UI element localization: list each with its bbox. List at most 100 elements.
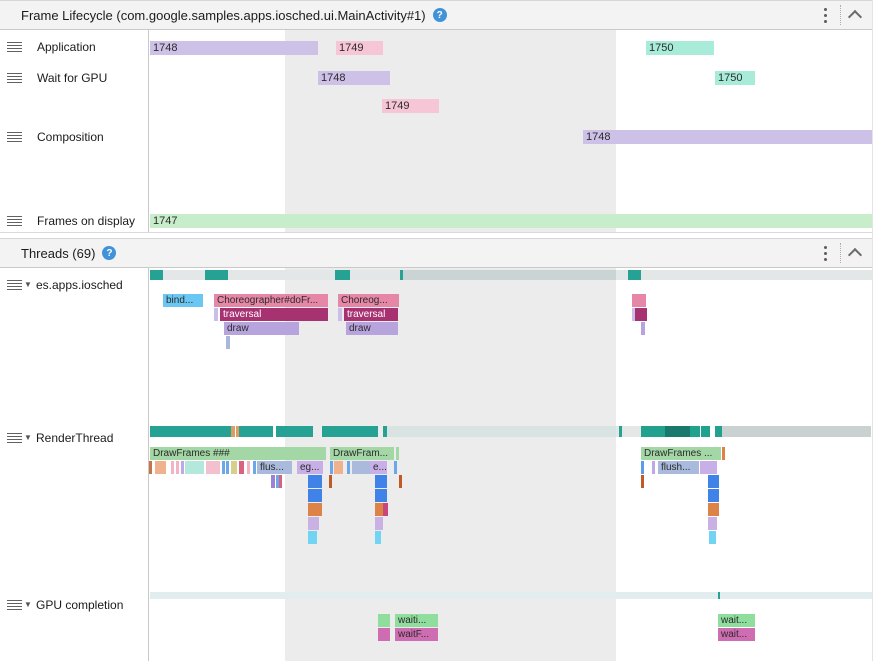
threads-title: Threads (69) xyxy=(21,245,96,261)
trace-event-bar[interactable] xyxy=(708,517,717,530)
drag-handle-icon[interactable] xyxy=(7,433,22,443)
trace-event-bar[interactable]: flus... xyxy=(257,461,292,474)
drag-handle-icon[interactable] xyxy=(7,216,22,226)
frame-bar[interactable]: 1749 xyxy=(336,41,383,55)
trace-event-bar[interactable]: DrawFrames ... xyxy=(641,447,721,460)
trace-event-bar[interactable]: wait... xyxy=(718,628,755,641)
collapse-chevron-icon[interactable] xyxy=(847,247,863,262)
drag-handle-icon[interactable] xyxy=(7,132,22,142)
trace-event-bar[interactable] xyxy=(641,461,644,474)
more-options-icon[interactable] xyxy=(820,244,831,262)
trace-event-bar[interactable] xyxy=(308,517,319,530)
trace-event-bar[interactable]: waiti... xyxy=(395,614,438,627)
trace-event-bar[interactable] xyxy=(253,461,256,474)
trace-event-bar[interactable] xyxy=(708,503,719,516)
trace-event-bar[interactable] xyxy=(708,475,719,488)
collapse-chevron-icon[interactable] xyxy=(847,9,863,24)
trace-event-bar[interactable] xyxy=(214,308,218,321)
trace-event-bar[interactable] xyxy=(171,461,174,474)
frame-bar[interactable]: 1748 xyxy=(583,130,872,144)
trace-event-bar[interactable] xyxy=(185,461,204,474)
frame-bar[interactable]: 1750 xyxy=(715,71,755,85)
trace-event-bar[interactable] xyxy=(338,308,342,321)
trace-event-bar[interactable]: eg... xyxy=(297,461,323,474)
drag-handle-icon[interactable] xyxy=(7,42,22,52)
trace-event-bar[interactable]: Choreog... xyxy=(338,294,399,307)
trace-event-bar[interactable] xyxy=(700,461,717,474)
trace-event-bar[interactable] xyxy=(155,461,166,474)
trace-event-bar[interactable] xyxy=(231,461,237,474)
trace-event-bar[interactable] xyxy=(330,461,333,474)
drag-handle-icon[interactable] xyxy=(7,600,22,610)
trace-event-bar[interactable]: Choreographer#doFr... xyxy=(214,294,328,307)
expand-collapse-arrow-icon[interactable]: ▼ xyxy=(24,433,32,442)
trace-event-bar[interactable] xyxy=(181,461,184,474)
trace-event-bar[interactable] xyxy=(271,475,275,488)
trace-event-bar[interactable]: traversal xyxy=(220,308,328,321)
expand-collapse-arrow-icon[interactable]: ▼ xyxy=(24,280,32,289)
thread-name: RenderThread xyxy=(36,431,114,445)
trace-event-bar[interactable] xyxy=(247,461,250,474)
drag-handle-icon[interactable] xyxy=(7,280,22,290)
trace-event-bar[interactable] xyxy=(378,628,390,641)
trace-event-bar[interactable] xyxy=(641,322,645,335)
trace-event-bar[interactable] xyxy=(394,461,397,474)
trace-event-bar[interactable]: draw xyxy=(346,322,398,335)
trace-event-bar[interactable] xyxy=(334,461,343,474)
trace-event-bar[interactable] xyxy=(375,475,387,488)
trace-event-bar[interactable] xyxy=(352,461,370,474)
trace-event-bar[interactable] xyxy=(239,461,244,474)
trace-event-bar[interactable] xyxy=(149,461,152,474)
trace-event-bar[interactable] xyxy=(652,461,655,474)
trace-event-bar[interactable] xyxy=(708,489,719,502)
trace-event-bar[interactable] xyxy=(308,489,322,502)
trace-event-bar[interactable] xyxy=(375,489,387,502)
trace-event-bar[interactable] xyxy=(399,475,402,488)
frame-bar[interactable]: 1747 xyxy=(150,214,872,228)
frame-bar[interactable]: 1750 xyxy=(646,41,714,55)
trace-event-bar[interactable]: wait... xyxy=(718,614,755,627)
expand-collapse-arrow-icon[interactable]: ▼ xyxy=(24,600,32,609)
trace-event-bar[interactable] xyxy=(641,475,644,488)
trace-event-bar[interactable] xyxy=(375,531,381,544)
trace-event-bar[interactable] xyxy=(279,475,282,488)
trace-event-bar[interactable] xyxy=(378,614,390,627)
trace-event-bar[interactable] xyxy=(308,475,322,488)
help-icon[interactable]: ? xyxy=(432,8,447,22)
trace-event-bar[interactable]: bind... xyxy=(163,294,203,307)
trace-event-bar[interactable]: traversal xyxy=(344,308,398,321)
trace-event-bar[interactable] xyxy=(206,461,220,474)
trace-event-bar[interactable] xyxy=(396,447,399,460)
trace-event-bar[interactable]: DrawFrames ### xyxy=(150,447,326,460)
selected-range-overlay xyxy=(285,30,616,232)
trace-event-bar[interactable] xyxy=(632,308,635,321)
trace-event-bar[interactable] xyxy=(709,531,716,544)
trace-event-bar[interactable] xyxy=(308,503,322,516)
trace-event-bar[interactable] xyxy=(226,336,230,349)
drag-handle-icon[interactable] xyxy=(7,73,22,83)
trace-event-bar[interactable] xyxy=(632,294,646,307)
trace-event-bar[interactable] xyxy=(383,503,388,516)
frame-lifecycle-chart: 1748 1749 1750 1748 1750 1749 1748 1747 Applicat… xyxy=(0,30,872,233)
trace-event-bar[interactable]: e... xyxy=(370,461,387,474)
trace-event-bar[interactable]: draw xyxy=(224,322,299,335)
frame-bar[interactable]: 1748 xyxy=(318,71,390,85)
frame-bar[interactable]: 1749 xyxy=(382,99,439,113)
trace-event-bar[interactable] xyxy=(635,308,647,321)
trace-event-bar[interactable] xyxy=(375,503,383,516)
frame-bar[interactable]: 1748 xyxy=(150,41,318,55)
trace-event-bar[interactable] xyxy=(308,531,317,544)
trace-event-bar[interactable] xyxy=(276,475,279,488)
trace-event-bar[interactable]: flush... xyxy=(658,461,699,474)
trace-event-bar[interactable] xyxy=(329,475,332,488)
trace-event-bar[interactable] xyxy=(222,461,225,474)
trace-event-bar[interactable] xyxy=(226,461,229,474)
more-options-icon[interactable] xyxy=(820,6,831,24)
trace-event-bar[interactable] xyxy=(176,461,179,474)
trace-event-bar[interactable] xyxy=(347,461,350,474)
trace-event-bar[interactable] xyxy=(722,447,725,460)
trace-event-bar[interactable] xyxy=(375,517,383,530)
help-icon[interactable]: ? xyxy=(102,246,117,260)
trace-event-bar[interactable]: waitF... xyxy=(395,628,438,641)
trace-event-bar[interactable]: DrawFram... xyxy=(330,447,394,460)
